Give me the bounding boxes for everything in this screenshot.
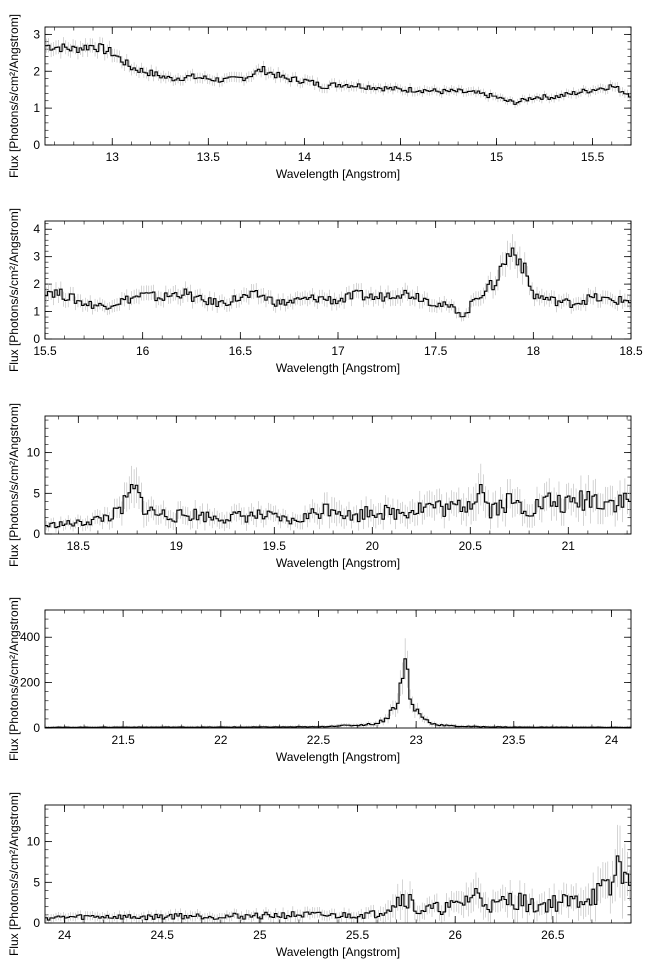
x-axis-label: Wavelength [Angstrom] — [276, 361, 400, 375]
y-tick-label: 5 — [33, 486, 40, 500]
flux-step-line — [45, 483, 631, 529]
x-tick-label: 14 — [298, 150, 312, 164]
x-tick-label: 21 — [562, 539, 576, 553]
y-tick-label: 0 — [33, 916, 40, 930]
x-tick-label: 14.5 — [389, 150, 413, 164]
spectrum-panel-1: 13 13.5 14 14.5 15 15.5 0 1 2 3 Wavelength [Angstr… — [7, 14, 632, 181]
y-tick-label: 1 — [33, 305, 40, 319]
y-tick-label: 10 — [27, 835, 41, 849]
x-tick-label: 18.5 — [619, 344, 643, 358]
x-tick-label: 15 — [490, 150, 504, 164]
y-tick-label: 400 — [20, 630, 40, 644]
y-tick-label: 0 — [33, 332, 40, 346]
x-tick-label: 23.5 — [502, 733, 526, 747]
y-tick-label: 2 — [33, 277, 40, 291]
y-tick-label: 0 — [33, 138, 40, 152]
x-tick-label: 15.5 — [581, 150, 605, 164]
x-tick-label: 24 — [605, 733, 619, 747]
x-tick-label: 18.5 — [67, 539, 91, 553]
plot-frame — [44, 804, 632, 924]
spectrum-series — [45, 824, 631, 923]
x-axis-label: Wavelength [Angstrom] — [276, 167, 400, 181]
y-tick-label: 10 — [27, 446, 41, 460]
spectrum-panel-2: 15.5 16 16.5 17 17.5 18 18.5 0 1 2 3 4 Wavelength [A… — [7, 208, 643, 375]
y-tick-label: 3 — [33, 250, 40, 264]
x-tick-label: 19 — [170, 539, 184, 553]
x-tick-label: 22 — [214, 733, 228, 747]
y-axis-label: Flux [Photons/s/cm²/Angstrom] — [7, 597, 21, 761]
y-tick-label: 1 — [33, 101, 40, 115]
spectrum-series — [45, 463, 631, 533]
x-tick-label: 24.5 — [151, 928, 175, 942]
x-tick-label: 16.5 — [229, 344, 253, 358]
flux-step-line — [45, 43, 631, 105]
x-axis-label: Wavelength [Angstrom] — [276, 945, 400, 959]
spectrum-panel-3: 18.5 19 19.5 20 20.5 21 0 5 10 Wavelength [Angstr… — [7, 403, 632, 570]
x-tick-label: 21.5 — [111, 733, 135, 747]
y-tick-label: 2 — [33, 64, 40, 78]
y-tick-label: 0 — [33, 527, 40, 541]
y-tick-label: 0 — [33, 721, 40, 735]
spectrum-panel-4: 21.5 22 22.5 23 23.5 24 0 200 400 Wavelength [Ang… — [7, 597, 632, 764]
x-tick-label: 26.5 — [541, 928, 565, 942]
flux-step-line — [45, 658, 631, 728]
x-tick-label: 20.5 — [459, 539, 483, 553]
spectrum-series — [45, 234, 631, 322]
y-tick-label: 5 — [33, 875, 40, 889]
x-tick-label: 26 — [449, 928, 463, 942]
x-tick-label: 16 — [136, 344, 150, 358]
spectrum-series — [45, 638, 631, 728]
x-tick-label: 17.5 — [424, 344, 448, 358]
y-axis-label: Flux [Photons/s/cm²/Angstrom] — [7, 208, 21, 372]
x-tick-label: 22.5 — [307, 733, 331, 747]
x-tick-label: 24 — [58, 928, 72, 942]
plot-frame — [44, 609, 632, 729]
y-axis-label: Flux [Photons/s/cm²/Angstrom] — [7, 792, 21, 956]
flux-step-line — [45, 247, 631, 318]
spectrum-series — [45, 36, 631, 109]
x-tick-label: 18 — [527, 344, 541, 358]
plot-frame — [44, 220, 632, 340]
x-tick-label: 19.5 — [263, 539, 287, 553]
y-tick-label: 200 — [20, 676, 40, 690]
y-axis-label: Flux [Photons/s/cm²/Angstrom] — [7, 14, 21, 178]
x-tick-label: 13 — [106, 150, 120, 164]
x-axis-label: Wavelength [Angstrom] — [276, 750, 400, 764]
x-tick-label: 17 — [331, 344, 345, 358]
y-tick-label: 4 — [33, 222, 40, 236]
plot-frame — [44, 415, 632, 535]
y-axis-label: Flux [Photons/s/cm²/Angstrom] — [7, 403, 21, 567]
x-tick-label: 13.5 — [197, 150, 221, 164]
x-tick-label: 20 — [366, 539, 380, 553]
x-tick-label: 25 — [253, 928, 267, 942]
y-tick-label: 3 — [33, 27, 40, 41]
flux-step-line — [45, 855, 631, 921]
x-axis-label: Wavelength [Angstrom] — [276, 556, 400, 570]
plot-frame — [44, 26, 632, 146]
x-tick-label: 15.5 — [33, 344, 57, 358]
x-tick-label: 23 — [409, 733, 423, 747]
x-tick-label: 25.5 — [346, 928, 370, 942]
spectrum-panel-5: 24 24.5 25 25.5 26 26.5 0 5 10 Wavelength [Angstr… — [7, 792, 632, 959]
